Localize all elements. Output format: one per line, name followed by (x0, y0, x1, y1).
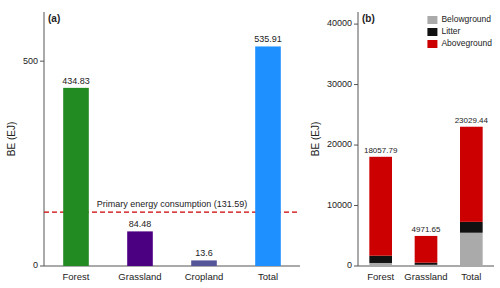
y-tick-label: 40000 (327, 18, 352, 28)
annotation: Primary energy consumption (131.59) (97, 199, 248, 209)
y-axis-label: BE (EJ) (310, 122, 321, 156)
y-axis-line (44, 12, 45, 266)
bar (255, 46, 281, 266)
y-tick-label: 10000 (327, 200, 352, 210)
legend-label: Litter (441, 26, 460, 36)
legend-swatch (427, 16, 437, 24)
y-axis-label: BE (EJ) (6, 122, 17, 156)
x-tick-label: Total (461, 271, 481, 282)
bar-segment (415, 265, 438, 266)
bar-segment (415, 236, 438, 263)
y-tick-label: 20000 (327, 139, 352, 149)
total-label: 18057.79 (364, 146, 398, 155)
panel-label: (a) (48, 13, 60, 24)
legend-swatch (427, 40, 437, 48)
y-tick (354, 266, 358, 267)
y-tick (354, 24, 358, 25)
x-tick-label: Forest (367, 271, 394, 282)
bar (127, 231, 153, 266)
y-tick (40, 61, 44, 62)
y-tick-label: 30000 (327, 79, 352, 89)
data-label: 434.83 (62, 76, 90, 86)
legend: Belowground Litter Aboveground (427, 14, 492, 48)
bar-segment (460, 233, 483, 266)
x-tick-label: Grassland (118, 271, 161, 282)
bar-segment (415, 263, 438, 265)
y-tick-label: 0 (33, 260, 38, 270)
legend-label: Aboveground (441, 38, 492, 48)
total-label: 4971.65 (412, 225, 441, 234)
x-tick-label: Total (258, 271, 278, 282)
panel-label: (b) (362, 13, 375, 24)
y-tick (354, 145, 358, 146)
x-tick-label: Grassland (404, 271, 447, 282)
x-tick-label: Cropland (185, 271, 224, 282)
total-label: 23029.44 (455, 116, 489, 125)
bar-segment (460, 222, 483, 233)
bar-segment (369, 256, 392, 263)
chart: 0 500 434.83 84.48 13.6 535.91 Primary energy … (0, 0, 500, 288)
legend-swatch (427, 28, 437, 36)
bar-segment (460, 127, 483, 222)
bar (63, 88, 89, 266)
legend-label: Belowground (441, 14, 491, 24)
x-tick-label: Forest (63, 271, 90, 282)
data-label: 535.91 (254, 34, 282, 44)
bar-segment (369, 263, 392, 266)
y-tick-label: 500 (23, 56, 38, 66)
y-axis-line (358, 12, 359, 266)
bar-segment (369, 157, 392, 256)
y-tick (354, 205, 358, 206)
y-tick (354, 84, 358, 85)
y-tick (40, 266, 44, 267)
y-tick-label: 0 (347, 260, 352, 270)
data-label: 84.48 (129, 219, 152, 229)
bar (191, 260, 217, 266)
data-label: 13.6 (195, 248, 213, 258)
